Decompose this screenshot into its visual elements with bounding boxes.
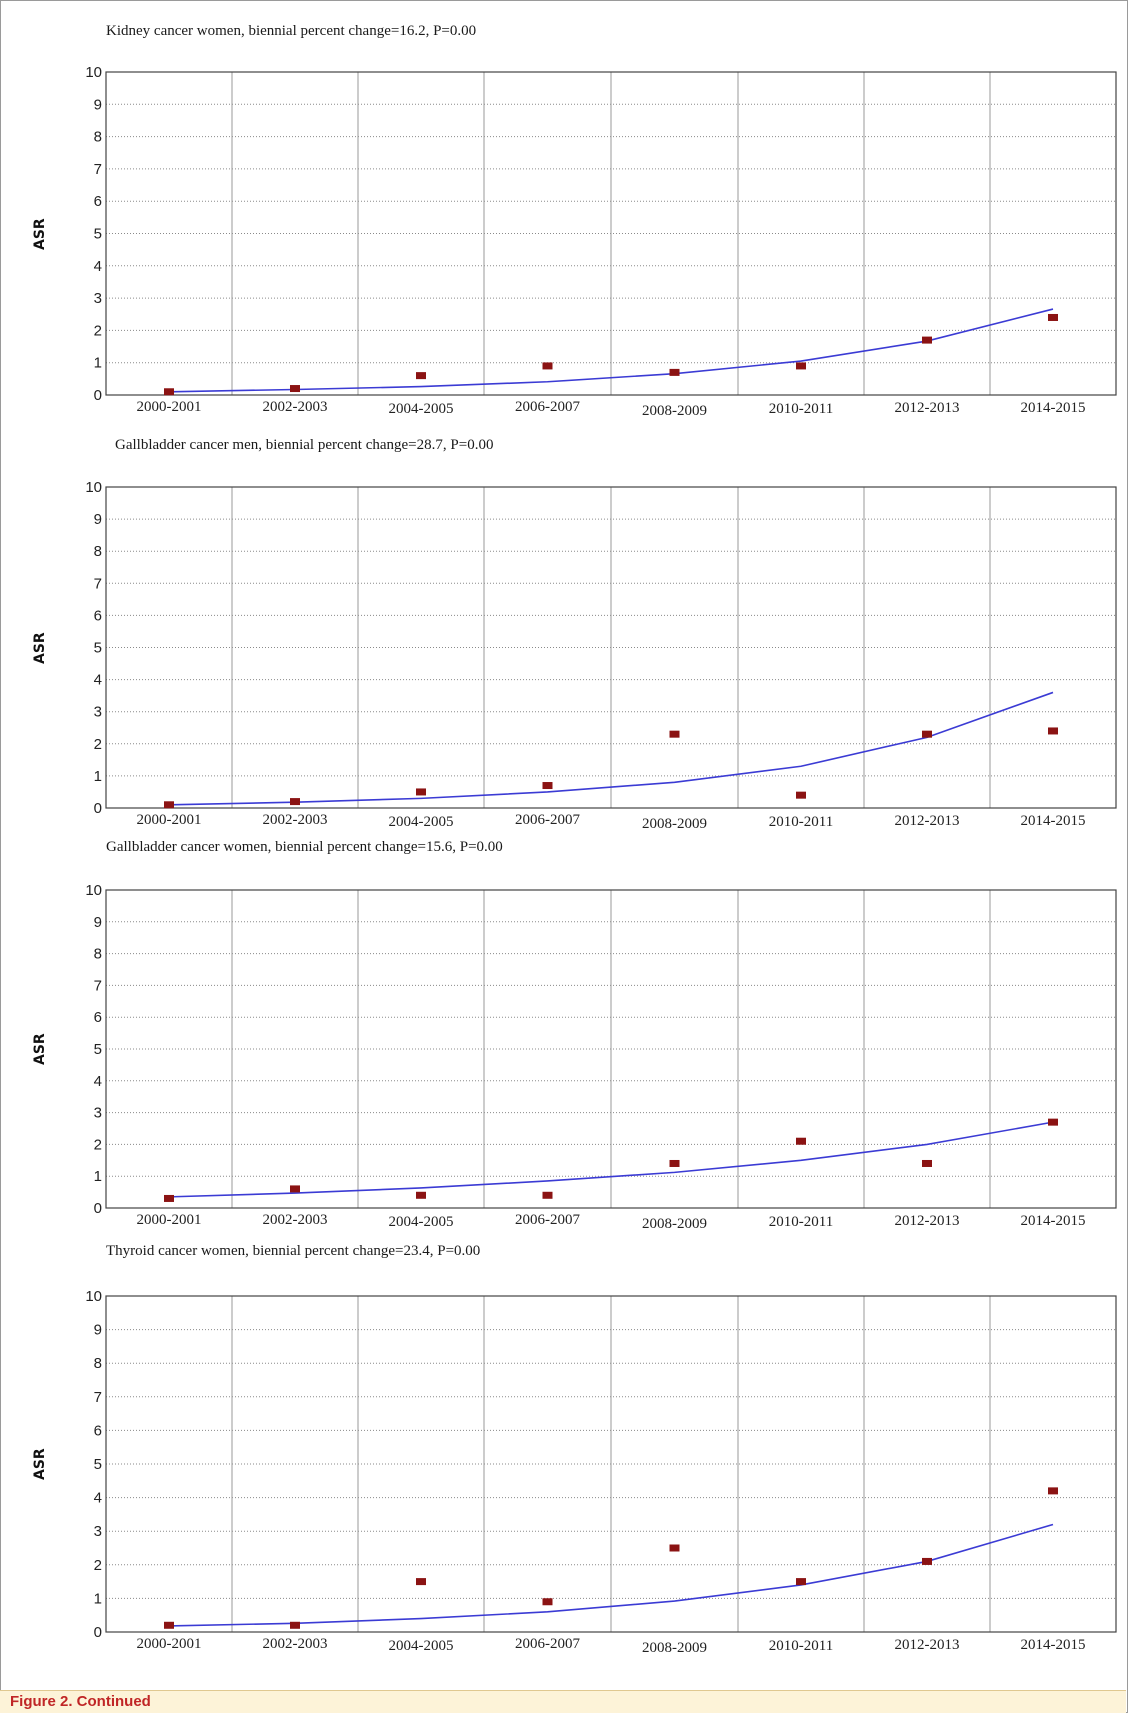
y-axis-label: ASR [32,1033,48,1065]
chart-title: Thyroid cancer women, biennial percent c… [106,1243,481,1259]
chart-title: Gallbladder cancer women, biennial perce… [106,839,503,855]
figure-caption: Figure 2. Continued [10,1693,151,1710]
y-axis-label: ASR [32,1448,48,1480]
chart-title: Gallbladder cancer men, biennial percent… [115,437,494,453]
y-axis-label: ASR [32,631,48,664]
y-axis-label: ASR [32,217,48,250]
figure-caption-bar: Figure 2. Continued [0,1690,1126,1713]
chart-title: Kidney cancer women, biennial percent ch… [106,23,477,39]
